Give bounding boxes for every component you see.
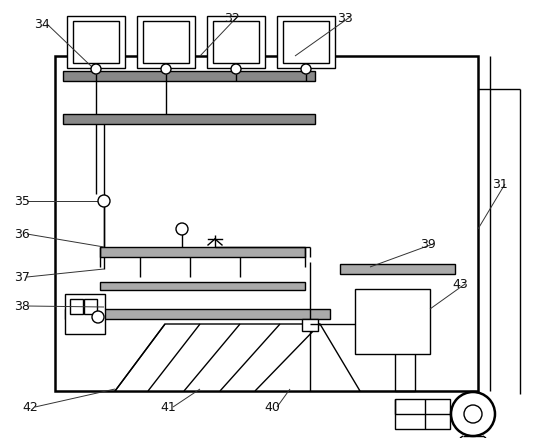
Bar	[73, 22, 119, 64]
Text: 41: 41	[160, 401, 176, 413]
Bar	[302, 319, 318, 331]
Circle shape	[464, 405, 482, 423]
Bar	[143, 22, 189, 64]
Circle shape	[161, 65, 171, 75]
Bar	[340, 265, 455, 274]
Circle shape	[451, 392, 495, 436]
Text: 34: 34	[34, 18, 50, 32]
Bar	[63, 115, 315, 125]
Bar	[70, 299, 83, 314]
Bar	[84, 299, 97, 314]
Bar	[100, 247, 305, 258]
Circle shape	[176, 223, 188, 236]
Text: 35: 35	[14, 195, 30, 208]
Text: 42: 42	[22, 401, 38, 413]
Text: 37: 37	[14, 271, 30, 284]
Bar	[137, 17, 195, 69]
Text: 36: 36	[14, 228, 30, 241]
Text: 33: 33	[337, 11, 353, 25]
Bar	[65, 294, 105, 334]
Bar	[65, 309, 330, 319]
Bar	[67, 17, 125, 69]
Text: 39: 39	[420, 238, 436, 251]
Bar	[213, 22, 259, 64]
Bar	[63, 72, 315, 82]
Bar	[100, 283, 305, 290]
Circle shape	[231, 65, 241, 75]
Bar	[277, 17, 335, 69]
Circle shape	[98, 195, 110, 208]
Text: 43: 43	[452, 278, 468, 291]
Text: 32: 32	[224, 11, 240, 25]
Circle shape	[301, 65, 311, 75]
Text: 38: 38	[14, 300, 30, 313]
Bar	[395, 399, 450, 429]
Text: 31: 31	[492, 178, 508, 191]
Bar	[207, 17, 265, 69]
Bar	[283, 22, 329, 64]
Text: 40: 40	[264, 401, 280, 413]
Circle shape	[91, 65, 101, 75]
Polygon shape	[115, 324, 360, 391]
Circle shape	[92, 311, 104, 323]
Bar	[55, 57, 478, 391]
Bar	[355, 290, 430, 354]
